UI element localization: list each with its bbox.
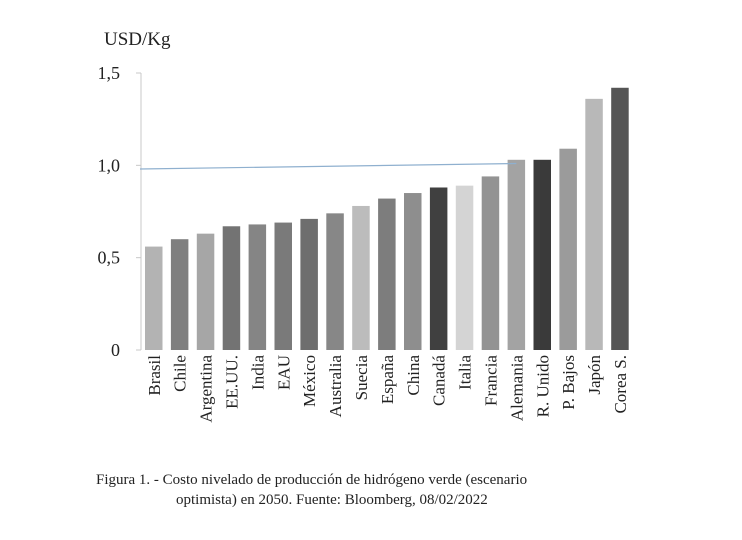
bar	[352, 205, 370, 350]
bar	[429, 187, 448, 350]
x-tick-label: España	[378, 355, 397, 405]
bar-chart: USD/Kg 0 0,5 1,0 1,5 Brasil Chile Argentina EE…	[98, 29, 630, 423]
bar	[274, 222, 292, 350]
x-tick-label: EAU	[274, 355, 293, 390]
bar	[145, 246, 163, 350]
caption-line-2: optimista) en 2050. Fuente: Bloomberg, 0…	[176, 492, 488, 508]
bar	[196, 233, 215, 350]
bar	[507, 159, 526, 350]
x-tick-label: EE.UU.	[222, 355, 241, 409]
y-axis-title: USD/Kg	[104, 29, 171, 50]
x-tick-label: Corea S.	[611, 355, 630, 414]
x-tick-label: P. Bajos	[559, 355, 578, 410]
x-tick-label: Canadá	[430, 355, 449, 406]
x-tick-label: Italia	[456, 355, 475, 390]
x-tick-label: Chile	[171, 355, 190, 392]
x-tick-label: India	[248, 355, 267, 390]
x-tick-label: Francia	[481, 355, 500, 406]
bar	[585, 98, 603, 350]
bar	[481, 176, 500, 350]
x-tick-label: Alemania	[507, 355, 526, 422]
x-tick-label: China	[404, 355, 423, 396]
x-tick-label: Suecia	[352, 355, 371, 401]
x-tick-label: Brasil	[145, 355, 164, 396]
bar	[326, 213, 344, 350]
bars	[145, 87, 629, 351]
bar	[378, 198, 396, 350]
bar	[222, 226, 241, 350]
x-tick-label: Japón	[585, 355, 604, 395]
bar	[559, 148, 577, 350]
bar	[404, 193, 422, 350]
bar	[611, 87, 629, 351]
y-tick-label: 1,0	[98, 155, 121, 175]
x-tick-label: Australia	[326, 355, 345, 418]
y-tick-label: 0,5	[98, 248, 121, 268]
y-tick-label: 1,5	[98, 63, 121, 83]
x-tick-label: R. Unido	[533, 355, 552, 417]
figure-caption: Figura 1. - Costo nivelado de producción…	[96, 470, 676, 510]
reference-line	[139, 162, 517, 170]
bar	[533, 159, 551, 350]
caption-line-1: Figura 1. - Costo nivelado de producción…	[96, 472, 528, 488]
y-tick-label: 0	[111, 340, 120, 360]
bar	[170, 239, 189, 350]
x-tick-labels: Brasil Chile Argentina EE.UU. India EAU México…	[145, 355, 630, 423]
bar	[248, 224, 267, 350]
x-tick-label: México	[300, 355, 319, 407]
bar	[300, 218, 318, 350]
bar	[455, 185, 474, 350]
y-ticks: 0 0,5 1,0 1,5	[98, 63, 141, 360]
x-tick-label: Argentina	[197, 355, 216, 423]
